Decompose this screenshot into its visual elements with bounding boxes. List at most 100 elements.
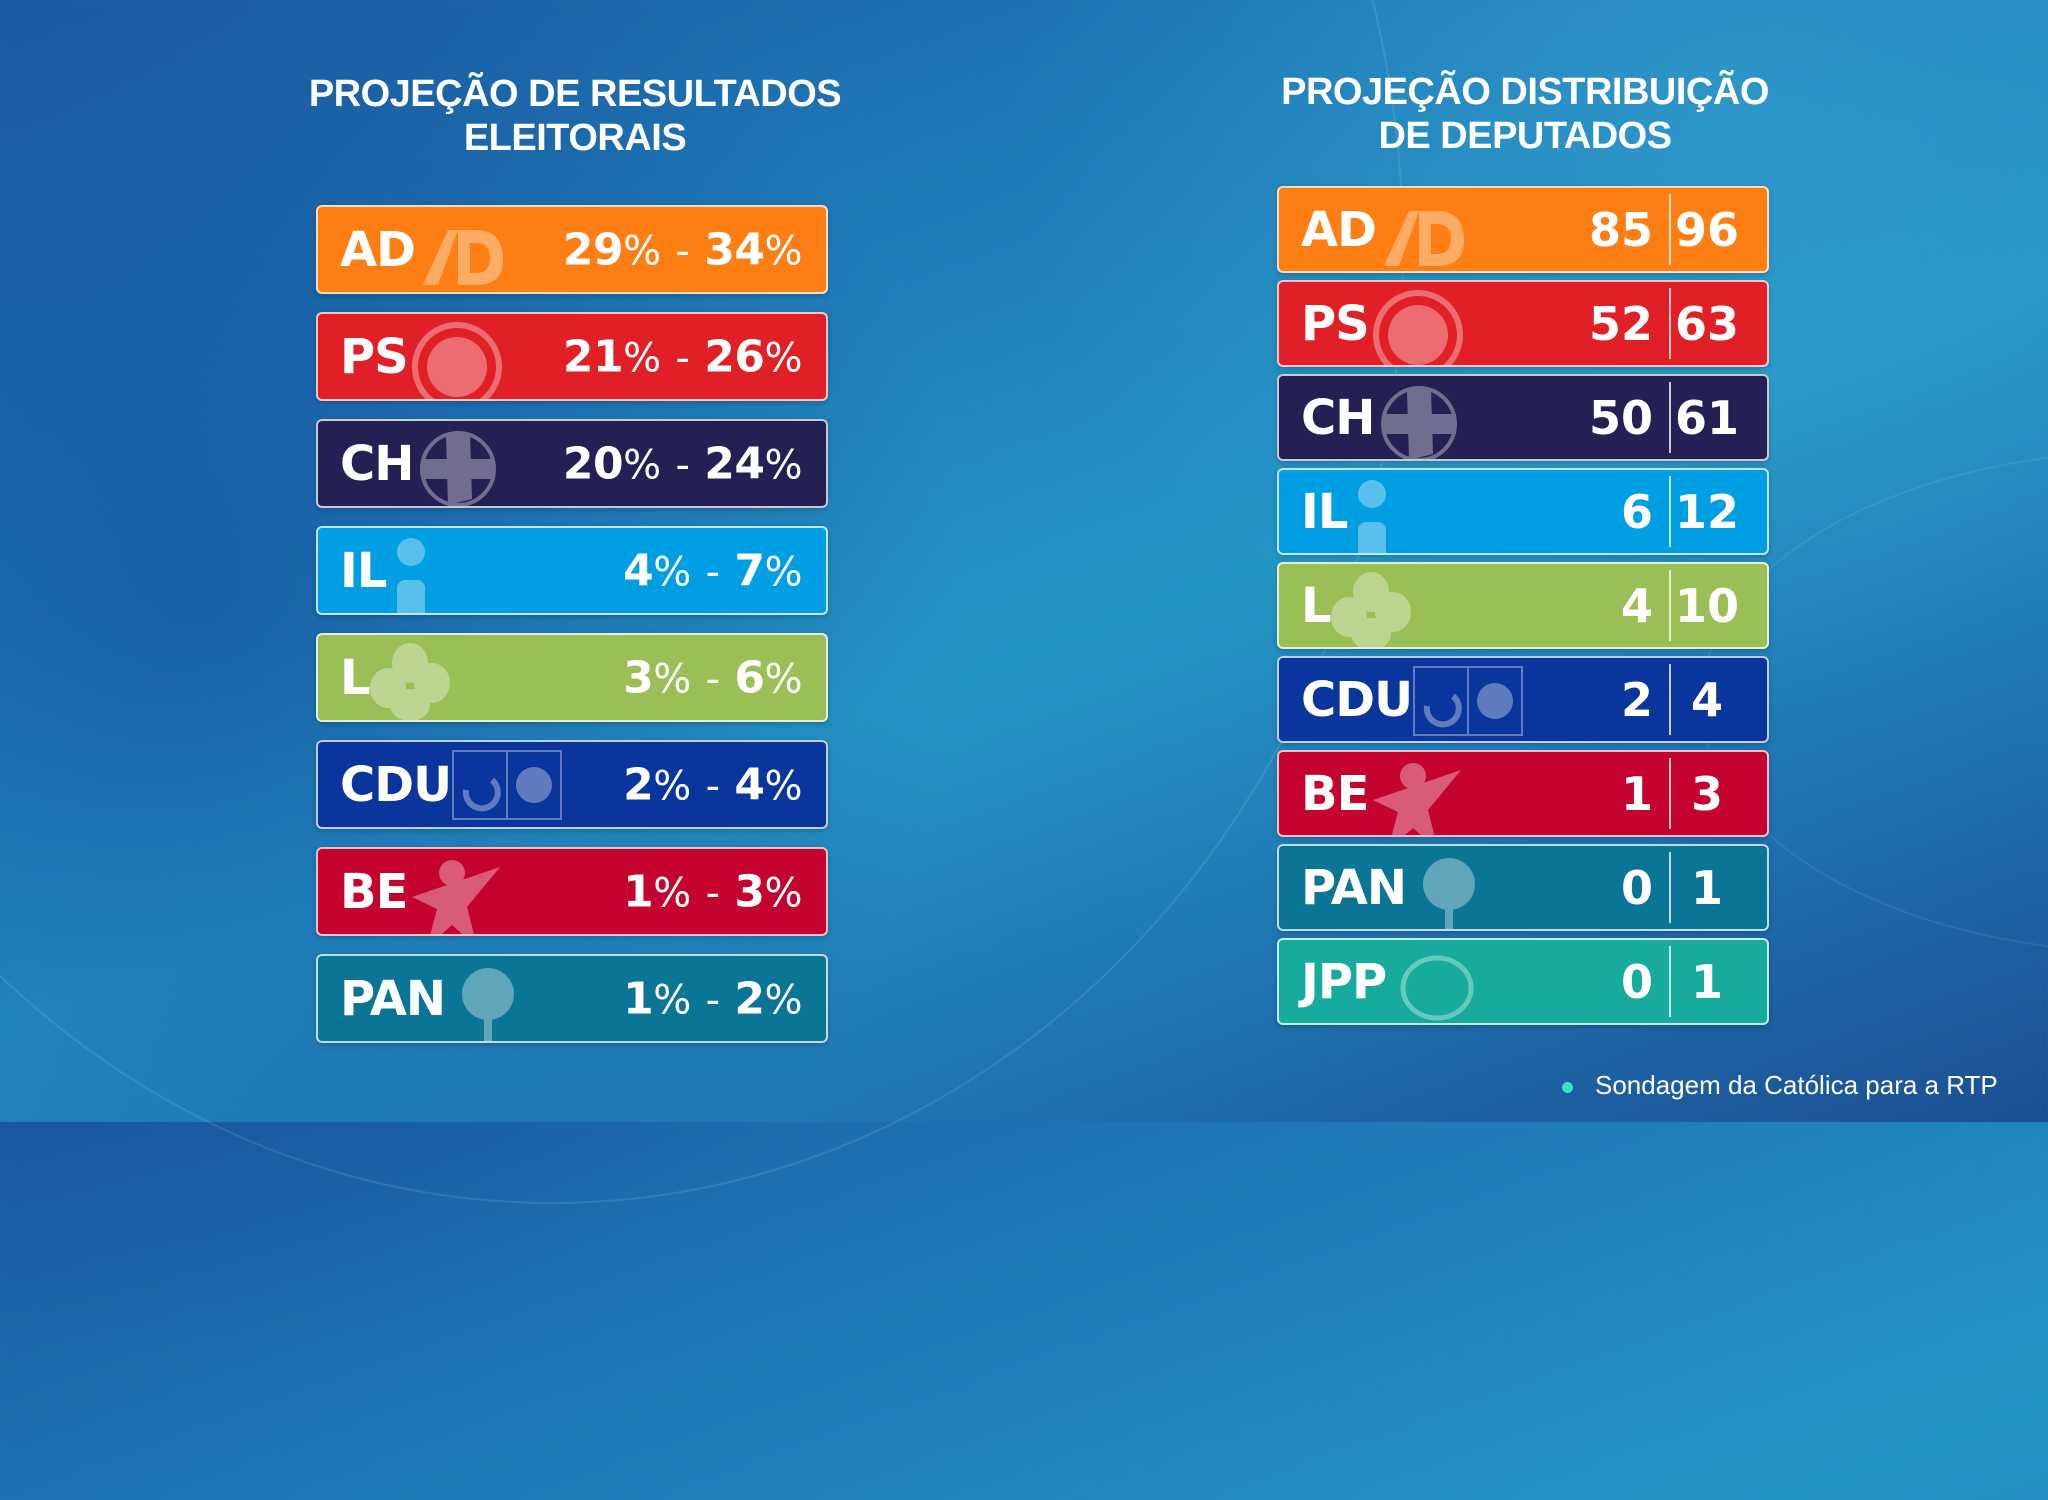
seats-min: 2 (1620, 672, 1653, 727)
column-divider (1669, 570, 1671, 641)
range-separator: - (675, 228, 690, 274)
range-high: 7 (734, 545, 765, 596)
party-name: PAN (1301, 859, 1407, 916)
range-separator: - (705, 763, 720, 809)
party-name: IL (1301, 483, 1348, 540)
range-high: 3 (734, 866, 765, 917)
seats-max: 1 (1690, 860, 1723, 915)
range-high: 4 (734, 759, 765, 810)
range-low: 1 (623, 973, 654, 1024)
percent-sign: % (623, 442, 661, 488)
seats-min: 0 (1620, 860, 1653, 915)
percent-sign: % (764, 763, 802, 809)
percent-sign: % (764, 656, 802, 702)
range-separator: - (705, 870, 720, 916)
vote-range: 1% - 3% (623, 866, 802, 917)
range-low: 20 (562, 438, 624, 489)
jpp-circle-logo-icon (1397, 948, 1477, 1023)
result-row-ad: AD 29% - 34% (316, 205, 828, 294)
range-separator: - (675, 335, 690, 381)
seat-row-cdu: CDU 2 4 (1277, 656, 1769, 743)
seats-title: PROJEÇÃO DISTRIBUIÇÃO DE DEPUTADOS (1220, 70, 1830, 158)
seats-max: 12 (1675, 484, 1740, 539)
percent-sign: % (653, 549, 691, 595)
party-name: L (1301, 577, 1332, 634)
result-row-cdu: CDU 2% - 4% (316, 740, 828, 829)
vote-range: 4% - 7% (623, 545, 802, 596)
percent-sign: % (764, 549, 802, 595)
seat-row-jpp: JPP 0 1 (1277, 938, 1769, 1025)
be-star-figure-icon (412, 857, 502, 934)
party-name: AD (340, 221, 416, 278)
column-divider (1669, 946, 1671, 1017)
party-name: BE (340, 863, 408, 920)
seats-min: 85 (1588, 202, 1653, 257)
seat-row-l: L 4 10 (1277, 562, 1769, 649)
column-divider (1669, 758, 1671, 829)
percent-sign: % (653, 656, 691, 702)
livre-flower-logo-icon (370, 643, 450, 720)
range-separator: - (705, 549, 720, 595)
seats-min: 1 (1620, 766, 1653, 821)
party-name: PS (340, 328, 409, 385)
range-high: 24 (704, 438, 765, 489)
range-low: 3 (623, 652, 654, 703)
party-name: PS (1301, 295, 1370, 352)
range-separator: - (705, 656, 720, 702)
seats-min: 0 (1620, 954, 1653, 1009)
percent-sign: % (764, 977, 802, 1023)
cdu-hammer-sickle-sunflower-icon (452, 750, 562, 824)
ps-fist-logo-icon (1373, 290, 1463, 365)
result-row-ps: PS 21% - 26% (316, 312, 828, 401)
seats-max: 96 (1675, 202, 1740, 257)
seats-max: 61 (1675, 390, 1740, 445)
column-divider (1669, 288, 1671, 359)
seat-row-be: BE 1 3 (1277, 750, 1769, 837)
seats-max: 4 (1690, 672, 1723, 727)
party-name: CH (340, 435, 414, 492)
party-name: PAN (340, 970, 446, 1027)
party-name: L (340, 649, 371, 706)
chega-logo-icon (418, 429, 498, 506)
result-row-be: BE 1% - 3% (316, 847, 828, 936)
pan-tree-logo-icon (1409, 854, 1489, 929)
vote-range: 21% - 26% (563, 331, 803, 382)
seats-min: 4 (1620, 578, 1653, 633)
vote-range: 20% - 24% (562, 438, 803, 489)
results-title: PROJEÇÃO DE RESULTADOS ELEITORAIS (250, 72, 900, 160)
range-low: 1 (623, 866, 654, 917)
ad-logo-icon (1379, 196, 1469, 270)
party-name: CDU (1301, 671, 1413, 728)
range-low: 4 (623, 545, 654, 596)
column-divider (1669, 664, 1671, 735)
source-note: Sondagem da Católica para a RTP (1562, 1070, 1998, 1101)
seat-row-ps: PS 52 63 (1277, 280, 1769, 367)
vote-range: 29% - 34% (563, 224, 803, 275)
seats-min: 50 (1588, 390, 1653, 445)
results-title-line1: PROJEÇÃO DE RESULTADOS (308, 73, 842, 115)
result-row-pan: PAN 1% - 2% (316, 954, 828, 1043)
result-row-l: L 3% - 6% (316, 633, 828, 722)
column-divider (1669, 194, 1671, 265)
column-divider (1669, 476, 1671, 547)
range-separator: - (705, 977, 720, 1023)
seats-min: 52 (1588, 296, 1653, 351)
seats-max: 63 (1675, 296, 1740, 351)
seat-row-ch: CH 50 61 (1277, 374, 1769, 461)
column-divider (1669, 852, 1671, 923)
percent-sign: % (653, 977, 691, 1023)
vote-range: 3% - 6% (623, 652, 802, 703)
party-name: IL (340, 542, 387, 599)
seats-max: 1 (1690, 954, 1723, 1009)
percent-sign: % (653, 870, 691, 916)
vote-range: 2% - 4% (623, 759, 802, 810)
seats-max: 10 (1675, 578, 1740, 633)
seats-max: 3 (1690, 766, 1723, 821)
range-high: 6 (734, 652, 765, 703)
percent-sign: % (764, 442, 802, 488)
range-separator: - (675, 442, 690, 488)
percent-sign: % (764, 870, 802, 916)
percent-sign: % (653, 763, 691, 809)
chega-logo-icon (1379, 384, 1459, 459)
range-low: 2 (623, 759, 654, 810)
